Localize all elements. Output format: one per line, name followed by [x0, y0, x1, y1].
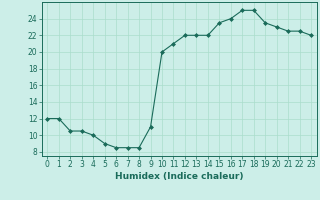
X-axis label: Humidex (Indice chaleur): Humidex (Indice chaleur) — [115, 172, 244, 181]
